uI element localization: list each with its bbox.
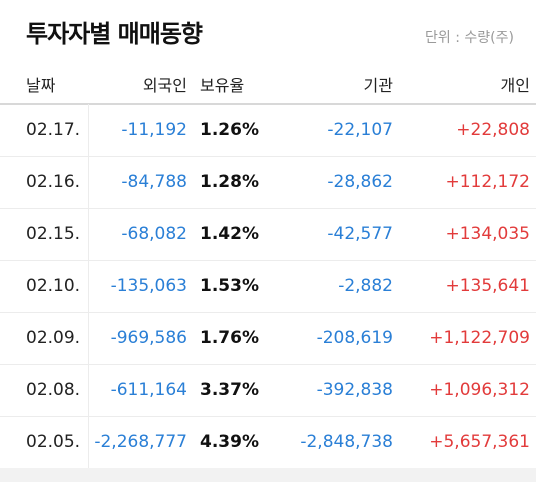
foreign-cell: -611,164 [110,380,187,400]
date-cell: 02.10. [26,276,81,296]
footer-bar [0,468,536,482]
table-header: 날짜 외국인 보유율 기관 개인 [0,66,536,105]
ratio-cell: 1.28% [200,172,259,192]
foreign-cell: -969,586 [110,328,187,348]
page-title: 투자자별 매매동향 [26,20,203,48]
ratio-cell: 1.53% [200,276,259,296]
table-row: 02.17. -11,192 1.26% -22,107 +22,808 [0,104,536,157]
date-cell: 02.15. [26,224,81,244]
individual-cell: +5,657,361 [429,432,530,452]
date-cell: 02.16. [26,172,81,192]
column-header-individual: 개인 [500,76,530,95]
column-header-date: 날짜 [26,76,56,95]
column-header-ratio: 보유율 [200,76,245,95]
date-cell: 02.05. [26,432,81,452]
column-header-institution: 기관 [363,76,393,95]
ratio-cell: 1.42% [200,224,259,244]
individual-cell: +22,808 [456,120,530,140]
foreign-cell: -2,268,777 [94,432,187,452]
institution-cell: -42,577 [327,224,393,244]
foreign-cell: -135,063 [110,276,187,296]
table-row: 02.10. -135,063 1.53% -2,882 +135,641 [0,260,536,313]
date-cell: 02.09. [26,328,81,348]
foreign-cell: -11,192 [121,120,187,140]
institution-cell: -22,107 [327,120,393,140]
institution-cell: -2,882 [338,276,393,296]
ratio-cell: 1.76% [200,328,259,348]
ratio-cell: 1.26% [200,120,259,140]
institution-cell: -2,848,738 [300,432,393,452]
table-row: 02.16. -84,788 1.28% -28,862 +112,172 [0,156,536,209]
date-cell: 02.17. [26,120,81,140]
institution-cell: -28,862 [327,172,393,192]
unit-label: 단위 : 수량(주) [425,30,514,46]
foreign-cell: -68,082 [121,224,187,244]
column-header-foreign: 외국인 [142,76,187,95]
individual-cell: +135,641 [445,276,530,296]
individual-cell: +134,035 [445,224,530,244]
table-row: 02.15. -68,082 1.42% -42,577 +134,035 [0,208,536,261]
column-divider [88,104,89,468]
individual-cell: +1,096,312 [429,380,530,400]
foreign-cell: -84,788 [121,172,187,192]
table-row: 02.08. -611,164 3.37% -392,838 +1,096,31… [0,364,536,417]
individual-cell: +112,172 [445,172,530,192]
table-row: 02.09. -969,586 1.76% -208,619 +1,122,70… [0,312,536,365]
individual-cell: +1,122,709 [429,328,530,348]
institution-cell: -208,619 [316,328,393,348]
institution-cell: -392,838 [316,380,393,400]
table-row: 02.05. -2,268,777 4.39% -2,848,738 +5,65… [0,416,536,469]
date-cell: 02.08. [26,380,81,400]
ratio-cell: 3.37% [200,380,259,400]
ratio-cell: 4.39% [200,432,259,452]
